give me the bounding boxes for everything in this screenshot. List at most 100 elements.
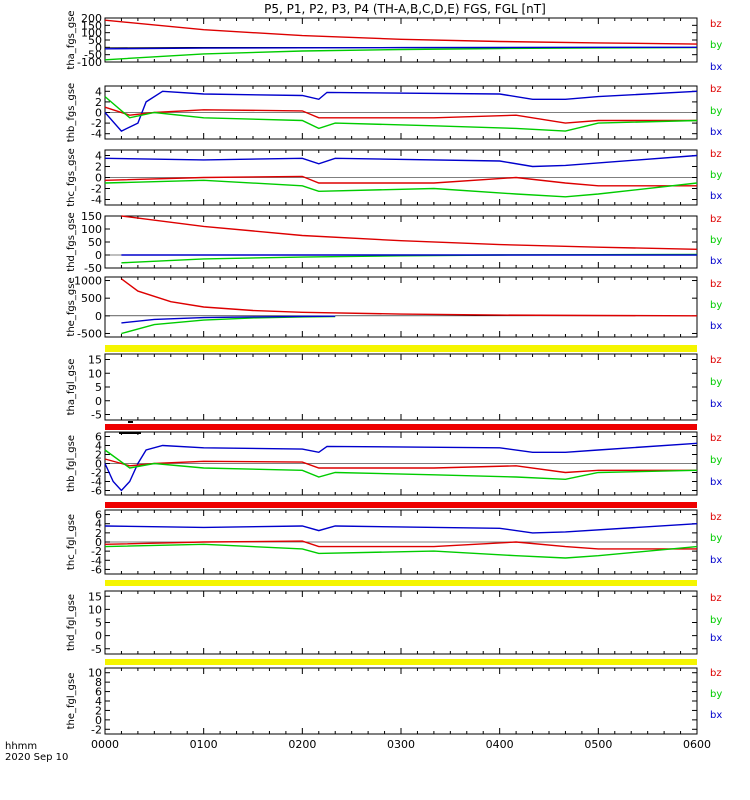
- data-marker: [128, 421, 133, 423]
- series-bx: [104, 154, 698, 168]
- x-tick-label: 0300: [387, 738, 415, 751]
- y-axis-label: tha_fgl_gse: [66, 359, 77, 416]
- y-tick-label: -2: [91, 183, 102, 196]
- y-tick-label: 0: [95, 107, 102, 120]
- series-bx: [104, 442, 698, 492]
- y-tick-label: -100: [77, 56, 102, 69]
- availability-bar: [105, 424, 697, 430]
- x-tick-label: 0000: [91, 738, 119, 751]
- y-tick-label: 15: [88, 590, 102, 603]
- y-tick-label: 6: [95, 509, 102, 522]
- series-by: [104, 543, 698, 559]
- y-tick-label: 4: [95, 695, 102, 708]
- y-axis-label: the_fgs_gse: [66, 277, 77, 336]
- legend-bx: bx: [710, 191, 722, 202]
- y-axis-label: thd_fgs_gse: [66, 212, 77, 271]
- y-axis-label: thc_fgl_gse: [66, 514, 77, 570]
- y-tick-label: 5: [95, 381, 102, 394]
- legend-by: by: [710, 533, 722, 544]
- y-tick-label: 15: [88, 354, 102, 367]
- legend-by: by: [710, 377, 722, 388]
- legend-bx: bx: [710, 555, 722, 566]
- y-tick-label: -4: [91, 476, 102, 489]
- y-tick-label: 1000: [74, 275, 102, 288]
- legend-bz: bz: [710, 84, 722, 95]
- y-tick-label: -2: [91, 117, 102, 130]
- availability-bar: [105, 580, 697, 586]
- legend-bx: bx: [710, 399, 722, 410]
- y-tick-label: -500: [77, 327, 102, 340]
- legend-bz: bz: [710, 355, 722, 366]
- y-tick-label: 2: [95, 704, 102, 717]
- y-tick-label: 6: [95, 686, 102, 699]
- y-tick-label: 0: [95, 172, 102, 185]
- y-tick-label: 0: [95, 536, 102, 549]
- series-bx: [104, 523, 698, 534]
- y-tick-label: -2: [91, 467, 102, 480]
- y-tick-label: -4: [91, 194, 102, 207]
- y-tick-label: 2: [95, 527, 102, 540]
- y-tick-label: 4: [95, 440, 102, 453]
- y-axis-label: thb_fgs_gse: [66, 83, 77, 142]
- legend-bx: bx: [710, 256, 722, 267]
- legend-bx: bx: [710, 633, 722, 644]
- availability-bar: [105, 502, 697, 508]
- y-tick-label: 10: [88, 367, 102, 380]
- legend-by: by: [710, 40, 722, 51]
- legend-bz: bz: [710, 19, 722, 30]
- y-tick-label: -5: [91, 409, 102, 422]
- y-tick-label: 0: [95, 310, 102, 323]
- legend-bx: bx: [710, 710, 722, 721]
- availability-bar: [105, 659, 697, 665]
- legend-by: by: [710, 689, 722, 700]
- series-bz: [104, 540, 697, 550]
- panel-frame: [104, 276, 698, 338]
- series-bz: [104, 19, 698, 45]
- series-bz: [120, 278, 698, 317]
- y-tick-label: 200: [81, 12, 102, 25]
- series-bz: [104, 175, 697, 187]
- availability-bar: [105, 345, 697, 352]
- series-bz: [104, 106, 697, 124]
- legend-by: by: [710, 235, 722, 246]
- legend-bz: bz: [710, 593, 722, 604]
- time-axis-label: hhmm: [5, 741, 37, 752]
- y-tick-label: 2: [95, 96, 102, 109]
- y-tick-label: 2: [95, 449, 102, 462]
- series-bz: [104, 458, 697, 474]
- y-axis-label: the_fgl_gse: [66, 673, 77, 730]
- y-tick-label: 0: [95, 630, 102, 643]
- legend-by: by: [710, 106, 722, 117]
- panel-frame: [104, 667, 698, 735]
- y-tick-label: -5: [91, 643, 102, 656]
- y-tick-label: 100: [81, 223, 102, 236]
- y-tick-label: 100: [81, 27, 102, 40]
- series-bx: [121, 315, 336, 324]
- x-tick-label: 0600: [683, 738, 711, 751]
- y-tick-label: 50: [88, 34, 102, 47]
- y-tick-label: -50: [84, 262, 102, 275]
- data-marker: [119, 432, 141, 434]
- legend-bz: bz: [710, 668, 722, 679]
- y-tick-label: -2: [91, 723, 102, 736]
- y-tick-label: 0: [95, 714, 102, 727]
- y-axis-label: thb_fgl_gse: [66, 435, 77, 492]
- y-axis-label: thc_fgs_gse: [66, 148, 77, 207]
- series-by: [104, 449, 698, 481]
- y-axis-label: thd_fgl_gse: [66, 594, 77, 651]
- date-label: 2020 Sep 10: [5, 752, 68, 763]
- y-tick-label: 10: [88, 667, 102, 680]
- y-tick-label: 150: [81, 19, 102, 32]
- y-tick-label: 8: [95, 676, 102, 689]
- time-axis: 0000 0100 0200 0300 0400 0500 0600: [91, 738, 711, 751]
- panel-thb_fgs_gse: 420-2-4 thb_fgs_gse bz by bx: [66, 83, 722, 142]
- y-tick-label: -2: [91, 545, 102, 558]
